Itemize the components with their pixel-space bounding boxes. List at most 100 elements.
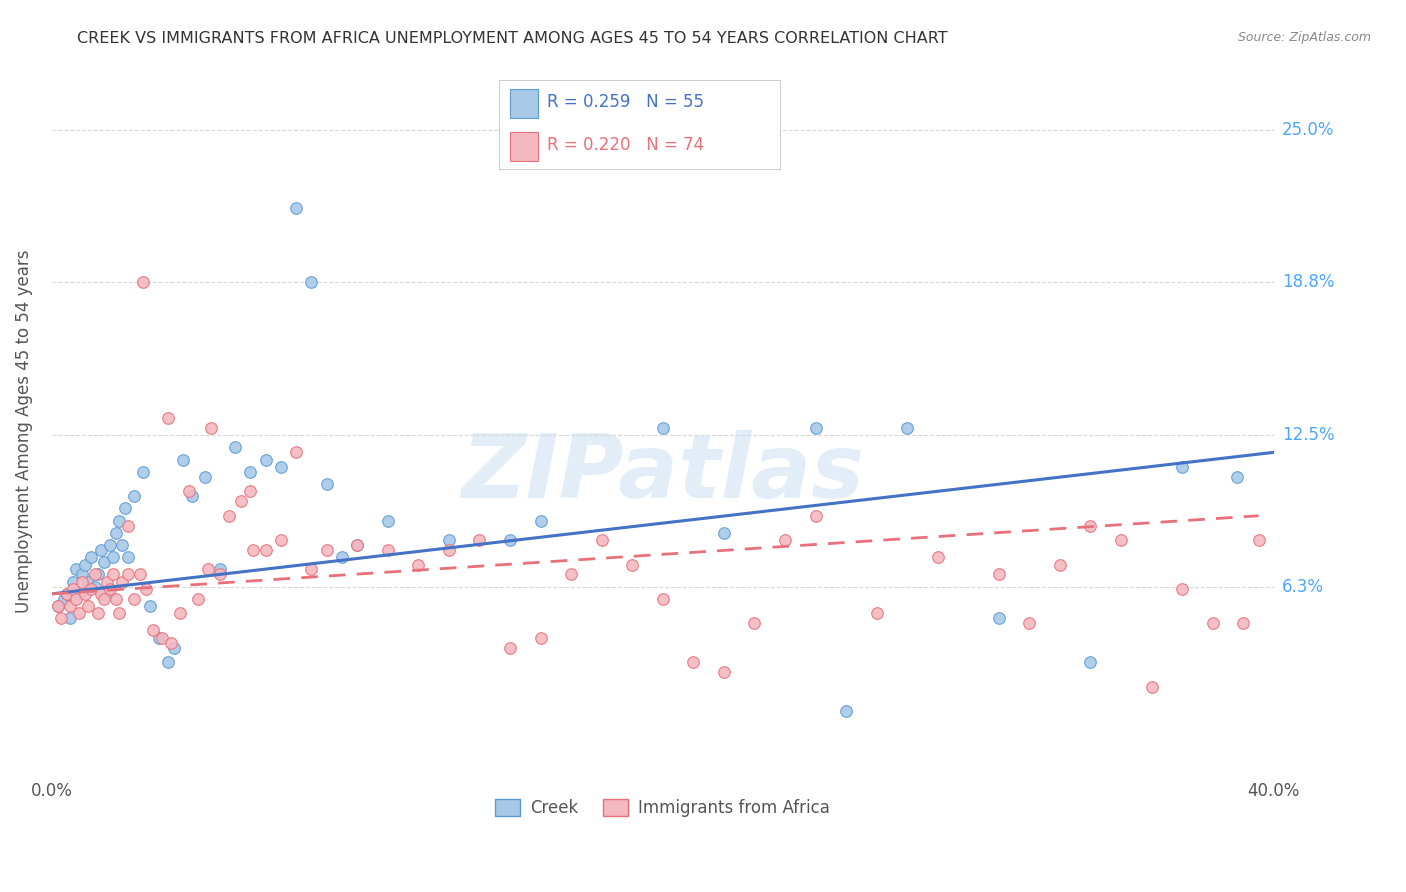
Point — [773, 533, 796, 548]
Point — [713, 525, 735, 540]
Point — [1202, 616, 1225, 631]
Point — [75, 558, 97, 572]
Point — [111, 574, 134, 589]
Point — [301, 562, 323, 576]
FancyBboxPatch shape — [510, 132, 538, 161]
Point — [270, 533, 292, 548]
Point — [62, 582, 84, 596]
Point — [80, 550, 103, 565]
Point — [346, 538, 368, 552]
Point — [896, 421, 918, 435]
Point — [83, 567, 105, 582]
Point — [98, 538, 121, 552]
Point — [1049, 558, 1071, 572]
Point — [72, 574, 94, 589]
Point — [1080, 518, 1102, 533]
Point — [122, 489, 145, 503]
Point — [408, 558, 430, 572]
Point — [315, 477, 337, 491]
Point — [187, 591, 209, 606]
Point — [156, 655, 179, 669]
Point — [804, 421, 827, 435]
Text: 18.8%: 18.8% — [1282, 273, 1334, 291]
Point — [1171, 460, 1194, 475]
Point — [651, 591, 673, 606]
Point — [56, 587, 79, 601]
Point — [46, 599, 69, 613]
Point — [114, 501, 136, 516]
Point — [111, 538, 134, 552]
Point — [560, 567, 582, 582]
Point — [160, 635, 183, 649]
Point — [56, 587, 79, 601]
Point — [179, 484, 201, 499]
Point — [65, 591, 87, 606]
Point — [591, 533, 613, 548]
Point — [1140, 680, 1163, 694]
Point — [224, 441, 246, 455]
Point — [1232, 616, 1254, 631]
Point — [62, 574, 84, 589]
Point — [1171, 582, 1194, 596]
Point — [93, 555, 115, 569]
Point — [67, 607, 90, 621]
Point — [101, 567, 124, 582]
Point — [101, 550, 124, 565]
Point — [138, 599, 160, 613]
Point — [96, 574, 118, 589]
Point — [651, 421, 673, 435]
Point — [90, 587, 112, 601]
Point — [98, 582, 121, 596]
Point — [239, 465, 262, 479]
Point — [72, 567, 94, 582]
Point — [468, 533, 491, 548]
Point — [193, 469, 215, 483]
Point — [242, 543, 264, 558]
Point — [987, 611, 1010, 625]
Point — [80, 582, 103, 596]
Point — [148, 631, 170, 645]
Point — [122, 591, 145, 606]
Point — [437, 543, 460, 558]
Point — [197, 562, 219, 576]
Point — [231, 494, 253, 508]
Point — [200, 421, 222, 435]
Text: 25.0%: 25.0% — [1282, 121, 1334, 139]
Point — [346, 538, 368, 552]
Point — [682, 655, 704, 669]
Point — [499, 640, 522, 655]
Point — [744, 616, 766, 631]
Legend: Creek, Immigrants from Africa: Creek, Immigrants from Africa — [488, 792, 837, 824]
Point — [135, 582, 157, 596]
Point — [181, 489, 204, 503]
Text: R = 0.220   N = 74: R = 0.220 N = 74 — [547, 136, 704, 153]
Text: R = 0.259   N = 55: R = 0.259 N = 55 — [547, 93, 704, 111]
Point — [218, 508, 240, 523]
Point — [75, 587, 97, 601]
Point — [301, 275, 323, 289]
Point — [96, 587, 118, 601]
FancyBboxPatch shape — [510, 89, 538, 118]
Point — [77, 574, 100, 589]
Point — [90, 543, 112, 558]
Point — [437, 533, 460, 548]
Y-axis label: Unemployment Among Ages 45 to 54 years: Unemployment Among Ages 45 to 54 years — [15, 250, 32, 614]
Point — [117, 567, 139, 582]
Point — [1018, 616, 1040, 631]
Point — [150, 631, 173, 645]
Point — [270, 460, 292, 475]
Point — [254, 452, 277, 467]
Point — [129, 567, 152, 582]
Point — [208, 562, 231, 576]
Point — [117, 518, 139, 533]
Point — [1226, 469, 1249, 483]
Point — [835, 704, 858, 718]
Text: 6.3%: 6.3% — [1282, 577, 1324, 596]
Point — [377, 543, 399, 558]
Point — [86, 567, 108, 582]
Point — [117, 550, 139, 565]
Point — [83, 580, 105, 594]
Point — [93, 591, 115, 606]
Point — [865, 607, 887, 621]
Point — [499, 533, 522, 548]
